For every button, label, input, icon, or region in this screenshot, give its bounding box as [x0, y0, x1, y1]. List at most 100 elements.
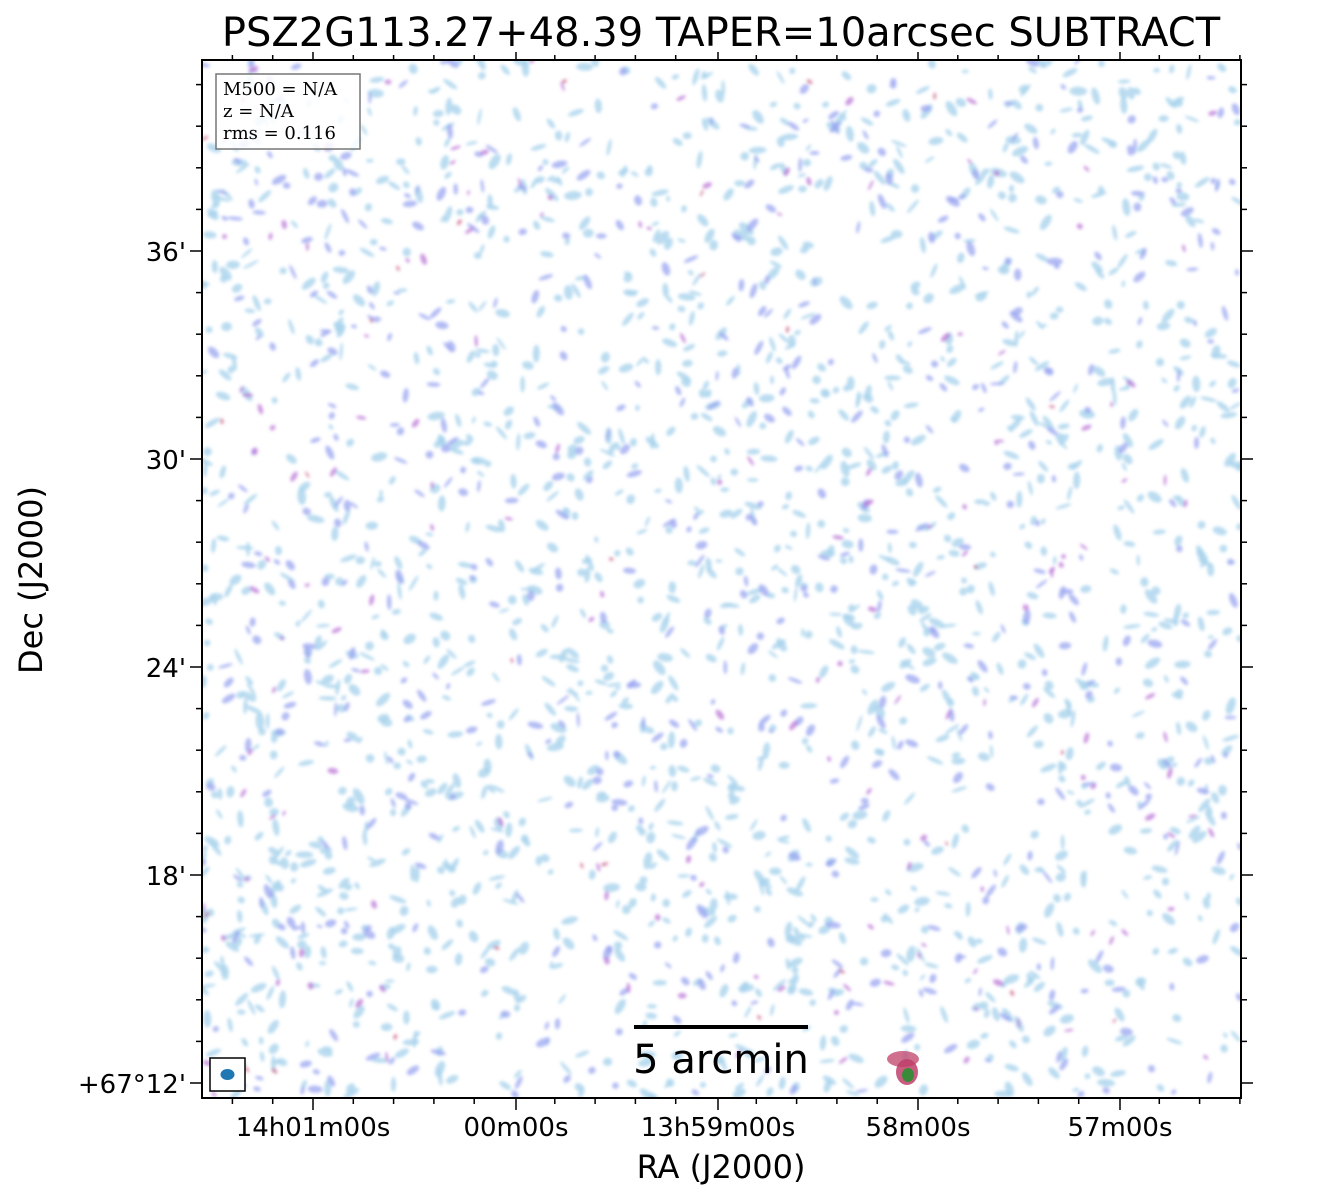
- noise-blob: [244, 1066, 250, 1073]
- noise-blob: [445, 683, 451, 690]
- noise-blob: [956, 132, 968, 143]
- noise-blob: [275, 936, 290, 949]
- noise-blob: [244, 956, 254, 967]
- noise-blob: [413, 351, 420, 365]
- noise-blob: [202, 845, 208, 851]
- noise-blob: [1105, 792, 1111, 799]
- noise-blob: [1140, 577, 1149, 587]
- noise-blob: [606, 682, 622, 687]
- noise-blob: [873, 110, 881, 118]
- noise-blob: [1055, 787, 1066, 800]
- noise-blob: [1117, 505, 1125, 511]
- noise-blob: [364, 203, 373, 212]
- noise-blob: [248, 198, 255, 209]
- noise-blob: [965, 901, 971, 917]
- noise-blob: [478, 71, 486, 80]
- noise-blob: [681, 977, 690, 986]
- noise-blob: [940, 1006, 948, 1023]
- noise-blob: [1182, 957, 1193, 967]
- noise-blob: [701, 934, 709, 943]
- noise-blob: [613, 750, 621, 759]
- noise-blob: [1108, 824, 1123, 835]
- noise-blob: [243, 260, 259, 269]
- noise-blob: [1076, 223, 1083, 230]
- noise-blob: [1090, 783, 1097, 790]
- noise-blob: [1112, 1018, 1117, 1024]
- noise-blob: [1015, 923, 1028, 932]
- noise-blob: [744, 501, 762, 510]
- noise-blob: [672, 695, 678, 703]
- noise-blob: [512, 618, 522, 626]
- noise-blob: [682, 359, 693, 367]
- noise-blob: [1194, 757, 1203, 768]
- noise-blob: [648, 920, 655, 927]
- noise-blob: [802, 158, 812, 167]
- noise-blob: [798, 933, 813, 938]
- noise-blob: [1018, 330, 1025, 339]
- noise-blob: [988, 88, 993, 100]
- noise-blob: [1173, 385, 1180, 392]
- noise-blob: [884, 419, 892, 427]
- noise-blob: [1079, 409, 1096, 419]
- noise-blob: [958, 194, 966, 200]
- noise-blob: [701, 83, 708, 102]
- noise-blob: [247, 999, 256, 1015]
- noise-blob: [705, 971, 713, 981]
- noise-blob: [254, 831, 264, 841]
- noise-blob: [458, 488, 469, 497]
- noise-blob: [328, 182, 339, 193]
- noise-blob: [797, 915, 811, 927]
- noise-blob: [866, 301, 878, 310]
- noise-blob: [457, 561, 473, 569]
- noise-blob: [953, 772, 963, 784]
- noise-blob: [1118, 442, 1128, 454]
- noise-blob: [817, 488, 827, 499]
- noise-blob: [403, 1010, 410, 1025]
- noise-blob: [360, 124, 368, 136]
- noise-blob: [603, 957, 610, 965]
- noise-blob: [469, 825, 476, 839]
- noise-blob: [221, 215, 228, 221]
- noise-blob: [303, 646, 312, 659]
- noise-blob: [832, 386, 840, 394]
- noise-blob: [1081, 662, 1088, 676]
- noise-blob: [1009, 1040, 1017, 1049]
- noise-blob: [1040, 763, 1057, 773]
- noise-blob: [388, 181, 401, 190]
- noise-blob: [661, 780, 672, 794]
- noise-blob: [1111, 986, 1126, 992]
- noise-blob: [1014, 268, 1022, 281]
- noise-blob: [900, 360, 911, 366]
- noise-blob: [1027, 850, 1033, 861]
- noise-blob: [331, 526, 339, 542]
- noise-blob: [225, 941, 240, 952]
- noise-blob: [866, 787, 872, 795]
- noise-blob: [868, 726, 876, 738]
- noise-blob: [1172, 151, 1182, 160]
- noise-blob: [709, 117, 714, 125]
- noise-blob: [1059, 107, 1073, 113]
- noise-blob: [709, 239, 719, 251]
- noise-blob: [762, 742, 771, 758]
- noise-blob: [1066, 790, 1075, 795]
- noise-blob: [393, 291, 400, 295]
- noise-blob: [1137, 139, 1151, 153]
- noise-blob: [488, 601, 500, 608]
- noise-blob: [1175, 545, 1183, 553]
- noise-blob: [1138, 799, 1151, 810]
- noise-blob: [411, 418, 420, 428]
- noise-blob: [496, 720, 505, 729]
- noise-blob: [967, 676, 974, 683]
- noise-blob: [366, 990, 373, 998]
- noise-blob: [215, 391, 231, 401]
- noise-blob: [940, 332, 951, 342]
- noise-blob: [914, 1043, 921, 1051]
- noise-blob: [1183, 499, 1188, 508]
- noise-blob: [957, 252, 965, 264]
- noise-blob: [945, 129, 953, 137]
- noise-blob: [316, 199, 328, 208]
- noise-blob: [473, 251, 482, 260]
- noise-blob: [561, 916, 578, 925]
- noise-blob: [622, 312, 634, 326]
- noise-blob: [274, 545, 283, 556]
